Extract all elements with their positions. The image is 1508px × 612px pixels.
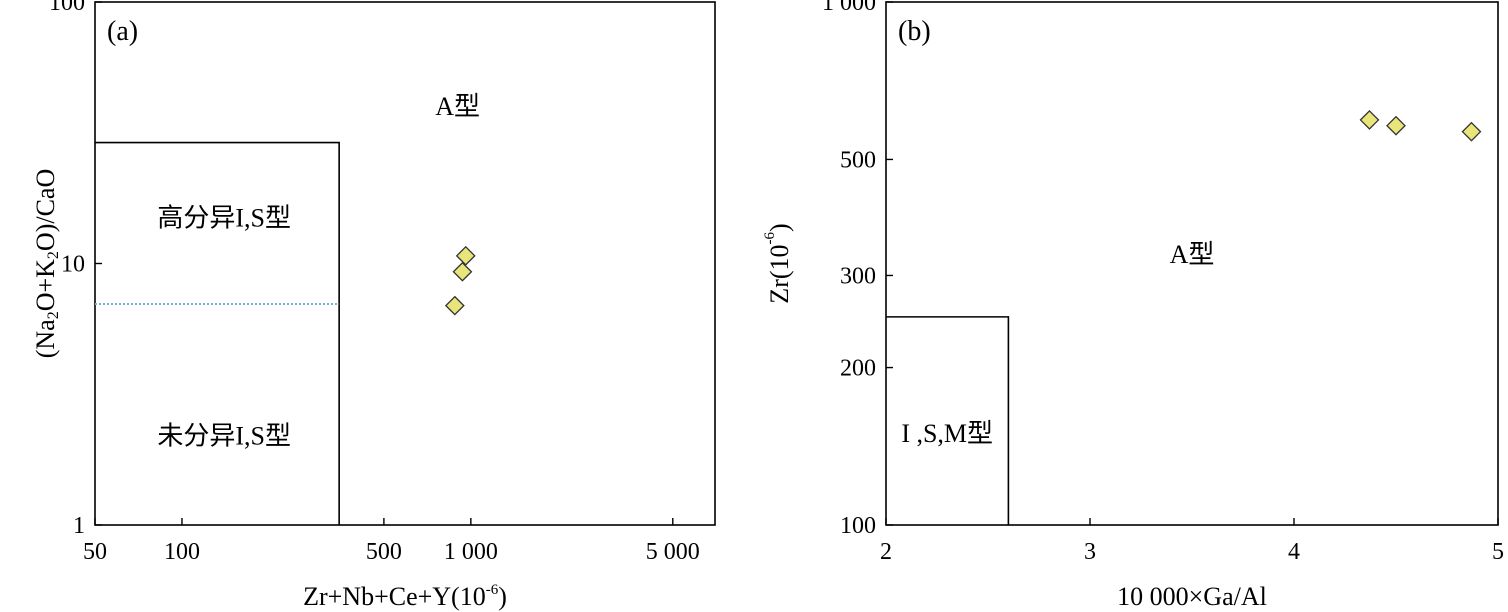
panel-b-data-point <box>1359 110 1380 130</box>
panel-a-label: (a) <box>107 16 138 47</box>
panel-b-region-boundary <box>886 316 1010 525</box>
panel-b-x-tick-label: 4 <box>1288 539 1300 565</box>
panel-a-region-boundary <box>95 141 340 525</box>
panel-b-y-axis-label: Zr(10-6) <box>762 223 794 303</box>
panel-b-data-point <box>1386 115 1406 136</box>
panel-a-points <box>444 245 476 316</box>
panel-a-x-tick-label: 50 <box>83 539 107 565</box>
panel-a-x-tick-label: 1 000 <box>444 539 498 565</box>
panel-b-y-tick-label: 1 000 <box>822 0 876 16</box>
panel-b-regions: A型 I ,S,M型 <box>886 240 1214 525</box>
panel-b-x-axis-label: 10 000×Ga/Al <box>1117 582 1267 611</box>
panel-b-region-label: I ,S,M型 <box>901 419 993 448</box>
panel-a-y-tick-label: 1 <box>73 513 85 539</box>
panel-a-x-axis-label-close: ) <box>498 582 507 611</box>
panel-a-y-axis-label-p4: O)/CaO <box>31 169 60 251</box>
panel-b-y-tick-label: 300 <box>840 263 876 289</box>
panel-a-region-label: 未分异I,S型 <box>157 421 291 450</box>
panel-a: 50 100 500 1 000 5 000 1 10 100 A型高分异I,S型未分异I,S… <box>31 0 716 611</box>
panel-b-x-tick-label: 5 <box>1492 539 1504 565</box>
panel-a-y-tick-label: 10 <box>61 252 85 278</box>
panel-a-y-axis-label-p2: O+K <box>31 259 60 311</box>
panel-b-y-tick-label: 100 <box>840 513 876 539</box>
panel-a-x-tick-label: 100 <box>164 539 200 565</box>
panel-a-data-point <box>452 261 473 282</box>
panel-a-y-axis-label: (Na2O+K2O)/CaO <box>31 169 62 359</box>
panel-a-y-axis-label-p3: 2 <box>45 251 62 259</box>
panel-a-x-axis-label-sup: -6 <box>486 582 499 598</box>
panel-a-region-label: A型 <box>435 92 480 121</box>
panel-b-ticks: 2 3 4 5 100 200 300 500 1 000 <box>822 0 1504 565</box>
panel-b-x-tick-label: 3 <box>1084 539 1096 565</box>
panel-b-region-label: A型 <box>1170 240 1215 269</box>
panel-a-data-point <box>444 295 465 316</box>
panel-b: 2 3 4 5 100 200 300 500 1 000 A型 I ,S,M型 (b) 10 0… <box>762 0 1504 611</box>
panel-a-y-axis-label-p0: (Na <box>31 319 60 358</box>
panel-a-x-tick-label: 5 000 <box>646 539 700 565</box>
panel-b-y-tick-label: 500 <box>840 147 876 173</box>
panel-a-y-tick-label: 100 <box>49 0 85 16</box>
panel-a-x-tick-label: 500 <box>366 539 402 565</box>
panel-a-x-axis-label: Zr+Nb+Ce+Y(10-6) <box>303 582 507 611</box>
panel-b-y-axis-label-main: Zr(10 <box>765 244 794 303</box>
panel-a-ticks: 50 100 500 1 000 5 000 1 10 100 <box>49 0 700 565</box>
panel-b-points <box>1359 110 1482 142</box>
panel-b-y-axis-label-close: ) <box>765 223 794 232</box>
panel-b-y-axis-label-sup: -6 <box>762 231 778 244</box>
panel-a-x-axis-label-main: Zr+Nb+Ce+Y(10 <box>303 582 486 611</box>
panel-a-y-axis-label-p1: 2 <box>45 311 62 319</box>
panel-a-region-label: 高分异I,S型 <box>157 203 291 232</box>
panel-b-label: (b) <box>898 16 931 47</box>
panel-b-data-point <box>1461 121 1482 142</box>
panel-b-x-tick-label: 2 <box>880 539 892 565</box>
panel-b-y-tick-label: 200 <box>840 356 876 382</box>
panel-b-frame <box>885 1 1499 526</box>
panel-a-data-point <box>455 245 476 266</box>
